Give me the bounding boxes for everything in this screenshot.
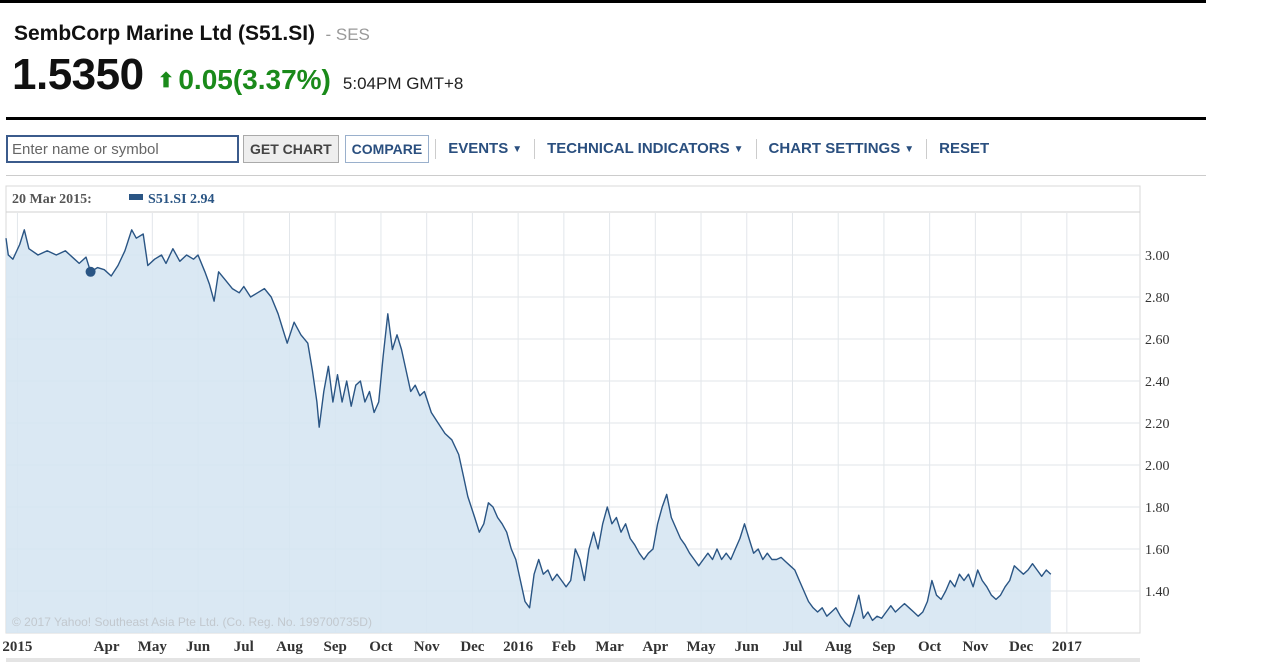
company-name: SembCorp Marine Ltd (S51.SI) — [14, 22, 316, 45]
x-tick-label: Apr — [642, 639, 668, 655]
y-tick-label: 2.60 — [1145, 333, 1170, 348]
x-tick-label: Oct — [369, 639, 392, 655]
caret-down-icon: ▼ — [512, 144, 523, 155]
legend-swatch — [129, 194, 143, 200]
x-tick-label: 2015 — [2, 639, 32, 655]
price-area — [6, 229, 1051, 634]
chart-settings-label: CHART SETTINGS — [768, 140, 901, 157]
y-tick-label: 2.80 — [1145, 291, 1170, 306]
x-axis: 2015 Apr May Jun Jul Aug Sep Oct Nov Dec 2016 Feb Ma… — [2, 639, 1082, 655]
y-tick-label: 1.60 — [1145, 543, 1170, 558]
y-tick-label: 1.80 — [1145, 501, 1170, 516]
y-tick-label: 2.20 — [1145, 417, 1170, 432]
x-tick-label: Jun — [735, 639, 760, 655]
x-tick-label: 2017 — [1052, 639, 1083, 655]
x-tick-label: Jul — [782, 639, 802, 655]
x-tick-label: Nov — [962, 639, 988, 655]
x-tick-label: May — [138, 639, 168, 655]
x-tick-label: Nov — [414, 639, 440, 655]
technical-indicators-label: TECHNICAL INDICATORS — [547, 140, 730, 157]
chart-toolbar: GET CHART COMPARE EVENTS▼ TECHNICAL INDI… — [6, 134, 1001, 164]
x-tick-label: Jun — [186, 639, 211, 655]
technical-indicators-menu[interactable]: TECHNICAL INDICATORS ▼ — [534, 139, 755, 159]
x-tick-label: Sep — [324, 639, 347, 655]
change-value: 0.05(3.37%) — [178, 64, 331, 95]
x-tick-label: Mar — [595, 639, 624, 655]
events-menu[interactable]: EVENTS ▼ — [435, 139, 534, 159]
x-tick-label: Dec — [1009, 639, 1033, 655]
y-tick-label: 1.40 — [1145, 585, 1170, 600]
y-tick-label: 3.00 — [1145, 249, 1170, 264]
x-tick-label: Aug — [825, 639, 852, 655]
x-tick-label: May — [686, 639, 716, 655]
price-change: ⬆ 0.05(3.37%) — [158, 64, 331, 96]
reset-button[interactable]: RESET — [926, 139, 1001, 159]
last-price: 1.5350 — [12, 50, 144, 99]
x-tick-label: Feb — [552, 639, 576, 655]
title-row: SembCorp Marine Ltd (S51.SI) - SES — [14, 22, 370, 46]
y-tick-label: 2.00 — [1145, 459, 1170, 474]
hover-marker — [85, 266, 96, 277]
x-tick-label: 2016 — [503, 639, 534, 655]
x-tick-label: Apr — [94, 639, 120, 655]
x-tick-label: Jul — [234, 639, 254, 655]
copyright-watermark: © 2017 Yahoo! Southeast Asia Pte Ltd. (C… — [12, 615, 372, 629]
price-chart[interactable]: 3.00 2.80 2.60 2.40 2.20 2.00 1.80 1.60 1.40 201… — [0, 180, 1265, 663]
price-line — [5, 229, 1052, 628]
tooltip-series: S51.SI 2.94 — [148, 192, 215, 207]
quote-row: 1.5350 ⬆ 0.05(3.37%) 5:04PM GMT+8 — [12, 50, 463, 100]
tooltip-date: 20 Mar 2015: — [12, 192, 92, 207]
caret-down-icon: ▼ — [904, 144, 915, 155]
chart-settings-menu[interactable]: CHART SETTINGS ▼ — [755, 139, 927, 159]
x-tick-label: Dec — [460, 639, 484, 655]
symbol-search-input[interactable] — [6, 135, 239, 163]
reset-label: RESET — [939, 140, 990, 157]
exchange-label: - SES — [325, 25, 370, 44]
caret-down-icon: ▼ — [733, 144, 744, 155]
x-tick-label: Aug — [276, 639, 303, 655]
arrow-up-icon: ⬆ — [157, 70, 175, 92]
y-tick-label: 2.40 — [1145, 375, 1170, 390]
get-chart-button[interactable]: GET CHART — [243, 135, 339, 163]
compare-button[interactable]: COMPARE — [344, 135, 430, 163]
x-tick-label: Oct — [918, 639, 941, 655]
quote-time: 5:04PM GMT+8 — [342, 74, 464, 93]
y-axis: 3.00 2.80 2.60 2.40 2.20 2.00 1.80 1.60 1.40 — [1145, 249, 1170, 600]
events-label: EVENTS — [448, 140, 509, 157]
header-rule — [6, 117, 1206, 120]
top-rule — [0, 0, 1206, 3]
toolbar-rule — [6, 175, 1206, 176]
x-tick-label: Sep — [872, 639, 895, 655]
